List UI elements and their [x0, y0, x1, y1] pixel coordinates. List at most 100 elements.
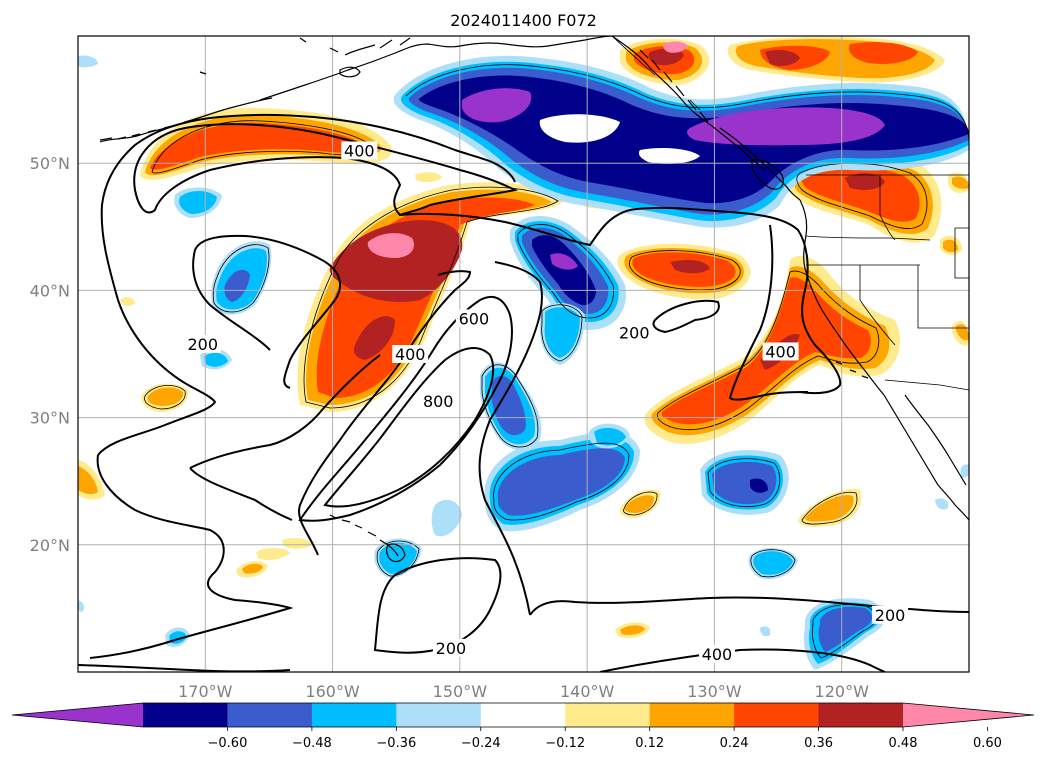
contour-labels: 400 200 600 400 800 200 400 200 200 400 — [184, 141, 909, 664]
negative-region-gulf-of-alaska — [393, 55, 969, 228]
washington-oregon-border — [805, 235, 931, 241]
hawaii-big-island — [386, 543, 406, 563]
colorbar-swatch — [227, 703, 313, 727]
colorbar-swatch — [396, 703, 482, 727]
contour-200-inner-west — [192, 234, 342, 389]
colorbar-tick-label: −0.60 — [208, 736, 248, 751]
channel-islands — [835, 361, 869, 379]
contour-400-west-tail — [89, 454, 294, 659]
kodiak-coast — [339, 66, 361, 78]
colorbar-swatch — [565, 703, 651, 727]
negative-region-subtropical — [374, 423, 885, 670]
longitude-label: 160°W — [305, 682, 360, 701]
contour-label: 400 — [702, 645, 733, 664]
utah-border — [954, 227, 969, 279]
gulf-of-california-coast — [904, 394, 967, 486]
colorbar-tick-label: 0.24 — [720, 736, 749, 751]
longitude-label: 150°W — [433, 682, 488, 701]
contour-200-north-loop — [399, 206, 842, 395]
contour-label: 200 — [187, 335, 218, 354]
alaska-canada-border — [611, 36, 701, 111]
latitude-label: 40°N — [30, 281, 70, 300]
contour-lines — [78, 113, 969, 672]
shaded-field — [78, 36, 969, 670]
colorbar-tick-label: −0.36 — [376, 736, 416, 751]
contour-label: 400 — [765, 342, 796, 361]
aleutian-island-chain — [99, 120, 189, 141]
contour-label: 200 — [436, 639, 467, 658]
mexico-us-border — [884, 379, 969, 391]
coastlines — [99, 36, 969, 563]
alexander-archipelago — [639, 49, 709, 123]
contour-label: 800 — [423, 392, 454, 411]
positive-region-pacific-northwest — [786, 154, 942, 243]
colorbar-swatch — [818, 703, 904, 727]
bering-islands — [199, 37, 339, 75]
latitude-labels: 50°N 40°N 30°N 20°N — [30, 154, 70, 555]
mexico-west-coast — [954, 504, 969, 521]
alaska-south-coast — [259, 36, 613, 101]
colorbar-extend-high — [903, 703, 1034, 727]
colorbar-swatch — [311, 703, 397, 727]
contour-label: 400 — [395, 345, 426, 364]
us-west-coast — [799, 199, 885, 396]
contour-200-outer — [97, 113, 516, 456]
contour-label: 200 — [875, 606, 906, 625]
southeast-alaska-coast — [611, 36, 766, 171]
colorbar-swatch — [143, 703, 228, 727]
colorbar-tick-label: −0.48 — [292, 736, 332, 751]
contour-label-background — [872, 605, 909, 624]
colorbar-swatch — [649, 703, 735, 727]
colorbar: −0.60 −0.48 −0.36 −0.24 −0.12 0.12 0.24 0.36 0.4… — [11, 702, 1035, 751]
contour-label-background — [184, 334, 221, 353]
colorbar-tick-label: 0.60 — [973, 736, 1002, 751]
nevada-border — [859, 265, 896, 346]
map-frame — [77, 35, 970, 673]
contour-label-background — [698, 645, 735, 664]
contour-400-north — [133, 123, 519, 217]
contour-200-east-loop — [728, 224, 809, 401]
contour-800 — [323, 347, 495, 508]
colorbar-outline — [11, 702, 1035, 728]
graticule — [78, 36, 969, 672]
longitude-labels: 170°W 160°W 150°W 140°W 130°W 120°W — [178, 682, 869, 701]
map-title: 2024011400 F072 — [450, 11, 597, 30]
contour-label-background — [420, 392, 457, 411]
contour-label-background — [432, 638, 469, 657]
longitude-label: 140°W — [560, 682, 615, 701]
contour-label-background — [392, 345, 429, 363]
latitude-label: 30°N — [30, 409, 70, 428]
contour-200-pocket — [652, 299, 720, 334]
contour-label: 600 — [459, 309, 490, 328]
cook-inlet-coast — [344, 37, 411, 56]
map-panel[interactable]: 400 200 600 400 800 200 400 200 200 400 — [77, 35, 970, 673]
longitude-label: 170°W — [178, 682, 233, 701]
contour-label: 200 — [619, 323, 650, 342]
contour-200-subtropical — [478, 261, 543, 616]
colorbar-tick-label: 0.36 — [804, 736, 833, 751]
hawaiian-islands — [329, 514, 399, 557]
colorbar-tick-label: −0.12 — [545, 736, 585, 751]
latitude-label: 50°N — [30, 154, 70, 173]
contour-label-background — [762, 342, 799, 361]
vancouver-island-coast — [751, 159, 784, 190]
colorbar-extend-low — [12, 703, 143, 727]
colorbar-tick-label: 0.12 — [635, 736, 664, 751]
baja-california-coast — [883, 394, 956, 506]
latitude-label: 20°N — [30, 536, 70, 555]
contour-200-lower — [189, 354, 381, 521]
contour-label-background — [616, 323, 653, 342]
colorbar-swatch — [480, 703, 566, 727]
shading-outlines — [144, 64, 969, 659]
contour-label-background — [341, 141, 378, 160]
contour-200-west-tail — [78, 664, 291, 672]
political-borders — [611, 36, 969, 391]
idaho-border — [879, 175, 896, 241]
colorbar-tick-label: 0.48 — [889, 736, 918, 751]
colorbar-swatch — [734, 703, 820, 727]
longitude-label: 120°W — [815, 682, 870, 701]
contour-label-background — [455, 309, 492, 328]
contour-label: 400 — [344, 141, 375, 160]
